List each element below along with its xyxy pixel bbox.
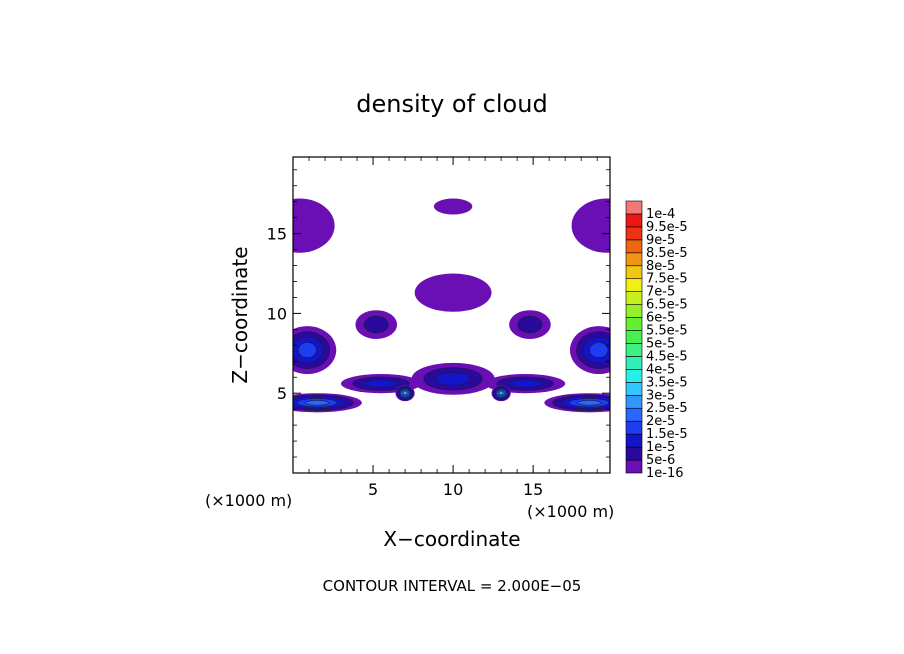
x-unit-right: (×1000 m): [527, 502, 614, 521]
colorbar-label: 5e-6: [646, 453, 675, 468]
contour-level-4: [577, 399, 602, 406]
contour-level-2: [508, 379, 542, 388]
colorbar-swatch: [625, 291, 643, 305]
colorbar-swatch: [625, 265, 643, 280]
colorbar-swatch: [625, 213, 643, 228]
plot-frame: [292, 156, 611, 474]
density-blob-7: [569, 326, 610, 375]
colorbar-swatch: [625, 330, 643, 344]
colorbar-swatch: [625, 394, 643, 409]
colorbar-swatch: [625, 304, 643, 318]
colorbar-swatch: [625, 239, 643, 254]
density-blob-8: [411, 362, 495, 395]
colorbar-label: 7.5e-5: [646, 272, 688, 287]
colorbar-label: 2e-5: [646, 414, 675, 429]
density-blob-10: [485, 374, 566, 394]
x-tick-label: 10: [443, 480, 463, 499]
density-blob-13: [293, 393, 362, 413]
contour-level-6: [499, 391, 504, 396]
colorbar-swatch: [625, 420, 643, 435]
colorbar-label: 8e-5: [646, 259, 675, 274]
colorbar-label: 3e-5: [646, 388, 675, 403]
contour-level-3: [589, 342, 609, 359]
colorbar-swatch: [625, 382, 643, 396]
colorbar-swatch: [625, 317, 643, 331]
colorbar-label: 9e-5: [646, 233, 675, 248]
colorbar-label: 5e-5: [646, 336, 675, 351]
density-blob-3: [414, 273, 492, 312]
colorbar-label: 1e-16: [646, 466, 684, 481]
colorbar-swatch: [625, 356, 643, 370]
colorbar-label: 9.5e-5: [646, 220, 688, 235]
contour-level-0: [433, 198, 473, 215]
density-blob-6: [293, 326, 337, 375]
contour-level-2: [364, 379, 398, 388]
colorbar-swatch: [625, 252, 643, 267]
axis-ticks: 5 10 15 5 10 15: [267, 157, 610, 499]
x-unit-left: (×1000 m): [205, 491, 292, 510]
y-axis-label: Z−coordinate: [228, 246, 252, 383]
contour-level-1: [517, 315, 543, 334]
colorbar-swatch: [625, 278, 643, 292]
colorbar-swatch: [625, 226, 643, 241]
colorbar-label: 6.5e-5: [646, 298, 688, 313]
x-tick-label: 15: [523, 480, 543, 499]
contour-level-6: [402, 391, 408, 396]
colorbar-swatch: [625, 369, 643, 383]
colorbar-label: 4e-5: [646, 362, 675, 377]
density-blob-12: [491, 385, 511, 402]
density-blob-5: [509, 310, 551, 339]
plot-area: [293, 198, 610, 413]
colorbar: 1e-165e-61e-51.5e-52e-52.5e-53e-53.5e-54…: [625, 200, 688, 481]
x-tick-label: 5: [368, 480, 378, 499]
colorbar-label: 7e-5: [646, 285, 675, 300]
colorbar-swatch: [625, 200, 643, 215]
chart-title: density of cloud: [356, 90, 547, 118]
colorbar-label: 6e-5: [646, 311, 675, 326]
density-blob-4: [355, 310, 398, 339]
colorbar-label: 1.5e-5: [646, 427, 688, 442]
contour-level-3: [297, 342, 317, 359]
colorbar-swatch: [625, 407, 643, 422]
colorbar-swatch: [625, 446, 643, 461]
contour-level-0: [414, 273, 492, 312]
contour-level-0: [293, 198, 335, 253]
y-tick-label: 15: [267, 225, 287, 244]
colorbar-label: 2.5e-5: [646, 401, 688, 416]
contour-interval-note: CONTOUR INTERVAL = 2.000E−05: [323, 577, 582, 595]
density-blob-14: [544, 393, 610, 413]
density-blob-11: [395, 385, 415, 402]
contour-level-0: [571, 198, 610, 253]
density-blob-1: [571, 198, 610, 253]
colorbar-label: 1e-4: [646, 207, 675, 222]
contour-level-1: [363, 315, 389, 334]
colorbar-swatch: [625, 433, 643, 448]
colorbar-label: 1e-5: [646, 440, 675, 455]
y-tick-label: 10: [267, 304, 287, 323]
contour-level-4: [305, 399, 329, 406]
colorbar-label: 5.5e-5: [646, 324, 688, 339]
y-tick-label: 5: [277, 384, 287, 403]
density-blob-2: [433, 198, 473, 215]
colorbar-label: 3.5e-5: [646, 375, 688, 390]
colorbar-label: 4.5e-5: [646, 349, 688, 364]
colorbar-label: 8.5e-5: [646, 246, 688, 261]
x-axis-label: X−coordinate: [383, 527, 520, 551]
contour-level-2: [435, 371, 471, 386]
colorbar-swatch: [625, 343, 643, 357]
density-blob-0: [293, 198, 335, 253]
colorbar-swatch: [625, 459, 643, 474]
